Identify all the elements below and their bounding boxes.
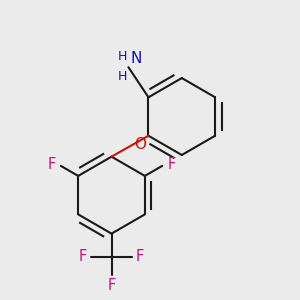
- Text: F: F: [167, 157, 176, 172]
- Text: H: H: [118, 70, 127, 83]
- Text: F: F: [107, 278, 116, 293]
- Text: F: F: [79, 249, 87, 264]
- Text: N: N: [130, 50, 141, 65]
- Text: F: F: [48, 157, 56, 172]
- Text: F: F: [136, 249, 144, 264]
- Text: O: O: [134, 137, 146, 152]
- Text: H: H: [117, 50, 127, 63]
